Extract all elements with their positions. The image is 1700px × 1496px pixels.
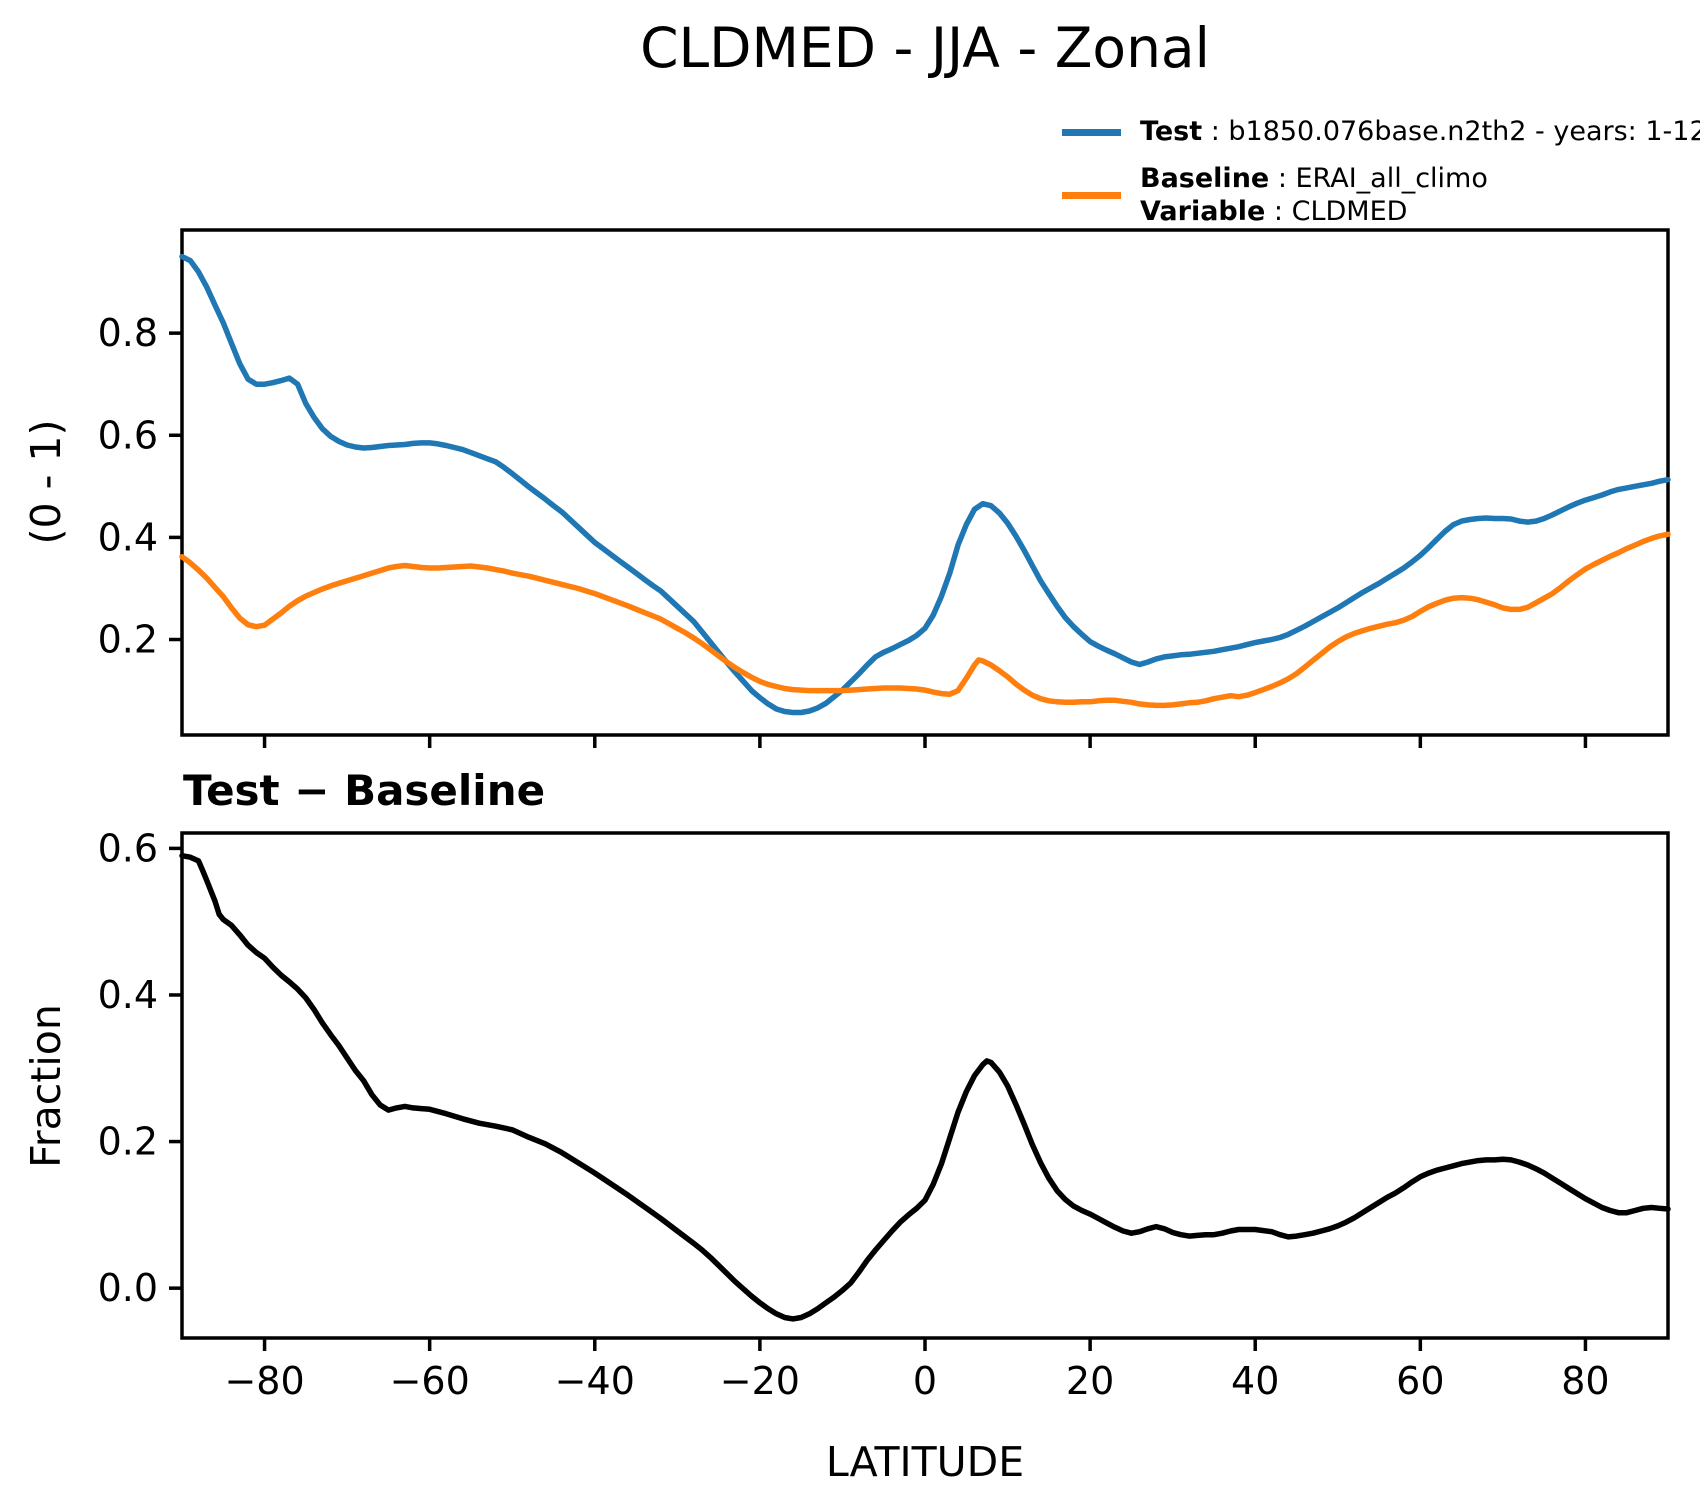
svg-text:0.2: 0.2 bbox=[98, 1120, 158, 1164]
svg-text:0.4: 0.4 bbox=[98, 973, 158, 1017]
legend-entry-baseline: Baseline : ERAI_all_climo Variable : CLD… bbox=[1062, 163, 1700, 228]
top-chart-ylabel: (0 - 1) bbox=[22, 419, 70, 545]
svg-text:−80: −80 bbox=[224, 1359, 304, 1403]
svg-text:40: 40 bbox=[1231, 1359, 1279, 1403]
svg-text:0.0: 0.0 bbox=[98, 1266, 158, 1310]
legend-baseline-label: Baseline : ERAI_all_climo Variable : CLD… bbox=[1140, 163, 1488, 227]
svg-text:0.2: 0.2 bbox=[98, 618, 158, 662]
page-title: CLDMED - JJA - Zonal bbox=[640, 16, 1210, 80]
svg-text:0.4: 0.4 bbox=[98, 515, 158, 559]
latitude-axis-label: LATITUDE bbox=[825, 1438, 1025, 1486]
bottom-chart-ylabel: Fraction bbox=[22, 1004, 70, 1168]
legend-test-label: Test : b1850.076base.n2th2 - years: 1-12 bbox=[1140, 116, 1700, 147]
svg-text:−40: −40 bbox=[555, 1359, 635, 1403]
svg-text:20: 20 bbox=[1066, 1359, 1114, 1403]
legend-entry-test: Test : b1850.076base.n2th2 - years: 1-12 bbox=[1062, 116, 1700, 148]
svg-text:80: 80 bbox=[1561, 1359, 1609, 1403]
svg-text:0.6: 0.6 bbox=[98, 826, 158, 870]
svg-text:0.6: 0.6 bbox=[98, 413, 158, 457]
svg-text:−20: −20 bbox=[720, 1359, 800, 1403]
legend-baseline-line-swatch bbox=[1062, 192, 1121, 200]
svg-text:−60: −60 bbox=[390, 1359, 470, 1403]
svg-text:60: 60 bbox=[1396, 1359, 1444, 1403]
svg-text:0: 0 bbox=[913, 1359, 937, 1403]
difference-subtitle: Test − Baseline bbox=[183, 766, 546, 815]
svg-text:0.8: 0.8 bbox=[98, 311, 158, 355]
legend-test-line-swatch bbox=[1062, 128, 1121, 136]
legend: Test : b1850.076base.n2th2 - years: 1-12… bbox=[1062, 116, 1700, 243]
